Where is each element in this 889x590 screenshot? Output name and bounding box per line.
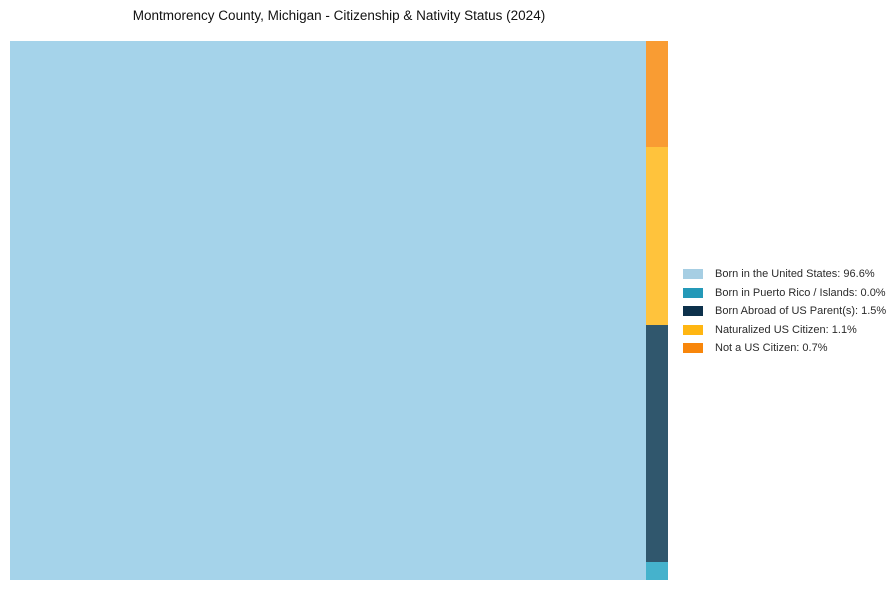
legend-item-born-abroad[interactable]: Born Abroad of US Parent(s): 1.5% bbox=[683, 302, 886, 321]
treemap-plot bbox=[10, 41, 668, 580]
legend-swatch-not-us-citizen bbox=[683, 343, 703, 354]
treemap-tile-born-abroad[interactable] bbox=[646, 325, 668, 562]
treemap-tile-not-us-citizen[interactable] bbox=[646, 41, 668, 147]
treemap-tile-born-puerto-rico[interactable] bbox=[646, 562, 668, 580]
legend-label-not-us-citizen: Not a US Citizen: 0.7% bbox=[715, 342, 828, 355]
legend-item-born-in-us[interactable]: Born in the United States: 96.6% bbox=[683, 265, 886, 284]
legend-item-naturalized-citizen[interactable]: Naturalized US Citizen: 1.1% bbox=[683, 321, 886, 340]
legend-swatch-born-puerto-rico bbox=[683, 287, 703, 298]
chart-title: Montmorency County, Michigan - Citizensh… bbox=[132, 8, 546, 23]
legend-label-born-abroad: Born Abroad of US Parent(s): 1.5% bbox=[715, 305, 887, 318]
legend-label-born-puerto-rico: Born in Puerto Rico / Islands: 0.0% bbox=[715, 286, 886, 299]
legend-item-born-puerto-rico[interactable]: Born in Puerto Rico / Islands: 0.0% bbox=[683, 284, 886, 303]
legend: Born in the United States: 96.6% Born in… bbox=[683, 265, 886, 358]
legend-item-not-us-citizen[interactable]: Not a US Citizen: 0.7% bbox=[683, 339, 886, 358]
legend-label-naturalized-citizen: Naturalized US Citizen: 1.1% bbox=[715, 323, 857, 336]
treemap-tile-born-in-us[interactable] bbox=[10, 41, 646, 580]
legend-label-born-in-us: Born in the United States: 96.6% bbox=[715, 268, 875, 281]
legend-swatch-born-in-us bbox=[683, 269, 703, 280]
legend-swatch-born-abroad bbox=[683, 306, 703, 317]
treemap-tile-naturalized-citizen[interactable] bbox=[646, 147, 668, 325]
legend-swatch-naturalized-citizen bbox=[683, 324, 703, 335]
